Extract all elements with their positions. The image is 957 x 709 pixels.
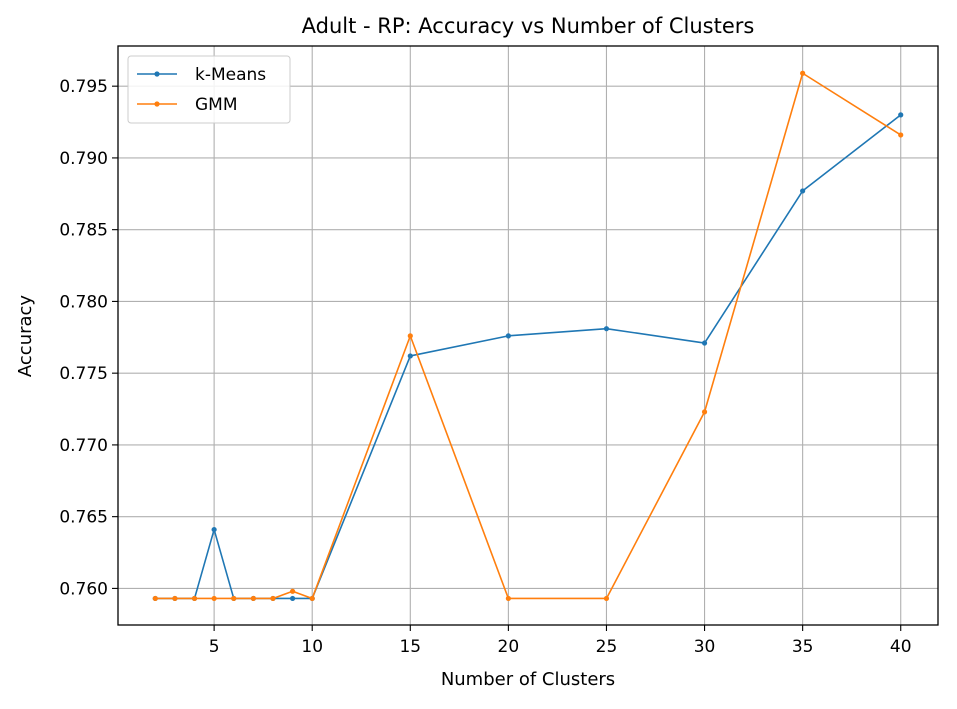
y-tick-label: 0.770 bbox=[59, 436, 108, 456]
series-layer bbox=[152, 70, 904, 602]
gmm-point bbox=[505, 595, 511, 602]
k-means-point bbox=[289, 595, 296, 602]
k-means-point bbox=[407, 353, 413, 359]
x-tick-label: 5 bbox=[209, 637, 220, 657]
x-axis-label: Number of Clusters bbox=[441, 669, 615, 690]
legend-gmm-marker bbox=[154, 101, 160, 107]
k-means-point bbox=[603, 326, 610, 332]
gmm-point bbox=[407, 333, 413, 339]
y-tick-label: 0.785 bbox=[59, 221, 108, 241]
y-tick-label: 0.765 bbox=[59, 508, 108, 528]
gmm-point bbox=[270, 595, 276, 602]
x-axis-ticks: 5 10 15 20 25 30 35 40 bbox=[209, 625, 912, 657]
legend: k-Means GMM bbox=[127, 55, 291, 124]
x-tick-label: 40 bbox=[890, 637, 912, 657]
y-axis-label: Accuracy bbox=[15, 295, 36, 378]
x-tick-label: 10 bbox=[301, 637, 323, 657]
k-means-point bbox=[800, 188, 806, 194]
k-means-point bbox=[505, 333, 511, 339]
gmm-point bbox=[152, 595, 158, 602]
grid-lines bbox=[118, 46, 938, 625]
y-axis-ticks: 0.760 0.765 0.770 0.775 0.780 0.785 0.790 0.795 bbox=[59, 77, 118, 599]
legend-box bbox=[127, 55, 291, 124]
y-tick-label: 0.795 bbox=[59, 77, 108, 97]
gmm-point bbox=[800, 70, 806, 76]
legend-k-means-label: k-Means bbox=[195, 65, 266, 85]
chart-title: Adult - RP: Accuracy vs Number of Cluste… bbox=[302, 14, 755, 38]
legend-k-means-marker bbox=[154, 71, 160, 77]
gmm-point bbox=[172, 595, 178, 602]
y-tick-label: 0.780 bbox=[59, 292, 108, 312]
k-means-point bbox=[211, 526, 217, 533]
gmm-point bbox=[191, 595, 198, 602]
y-tick-label: 0.775 bbox=[59, 364, 108, 384]
gmm-point bbox=[211, 595, 217, 602]
gmm-point bbox=[309, 595, 315, 602]
x-tick-label: 35 bbox=[792, 637, 814, 657]
plot-frame bbox=[117, 45, 939, 626]
x-tick-label: 30 bbox=[694, 637, 716, 657]
gmm-point bbox=[289, 588, 296, 594]
gmm-point bbox=[898, 132, 904, 138]
x-tick-label: 15 bbox=[399, 637, 421, 657]
y-tick-label: 0.760 bbox=[59, 579, 108, 599]
y-tick-label: 0.790 bbox=[59, 149, 108, 169]
gmm-point bbox=[701, 409, 708, 415]
gmm-point bbox=[603, 595, 610, 602]
gmm-point bbox=[231, 595, 237, 602]
x-tick-label: 25 bbox=[596, 637, 618, 657]
k-means-point bbox=[898, 112, 904, 118]
legend-gmm-label: GMM bbox=[195, 95, 238, 115]
k-means-point bbox=[701, 340, 708, 346]
x-tick-label: 20 bbox=[498, 637, 520, 657]
gmm-point bbox=[250, 595, 256, 602]
